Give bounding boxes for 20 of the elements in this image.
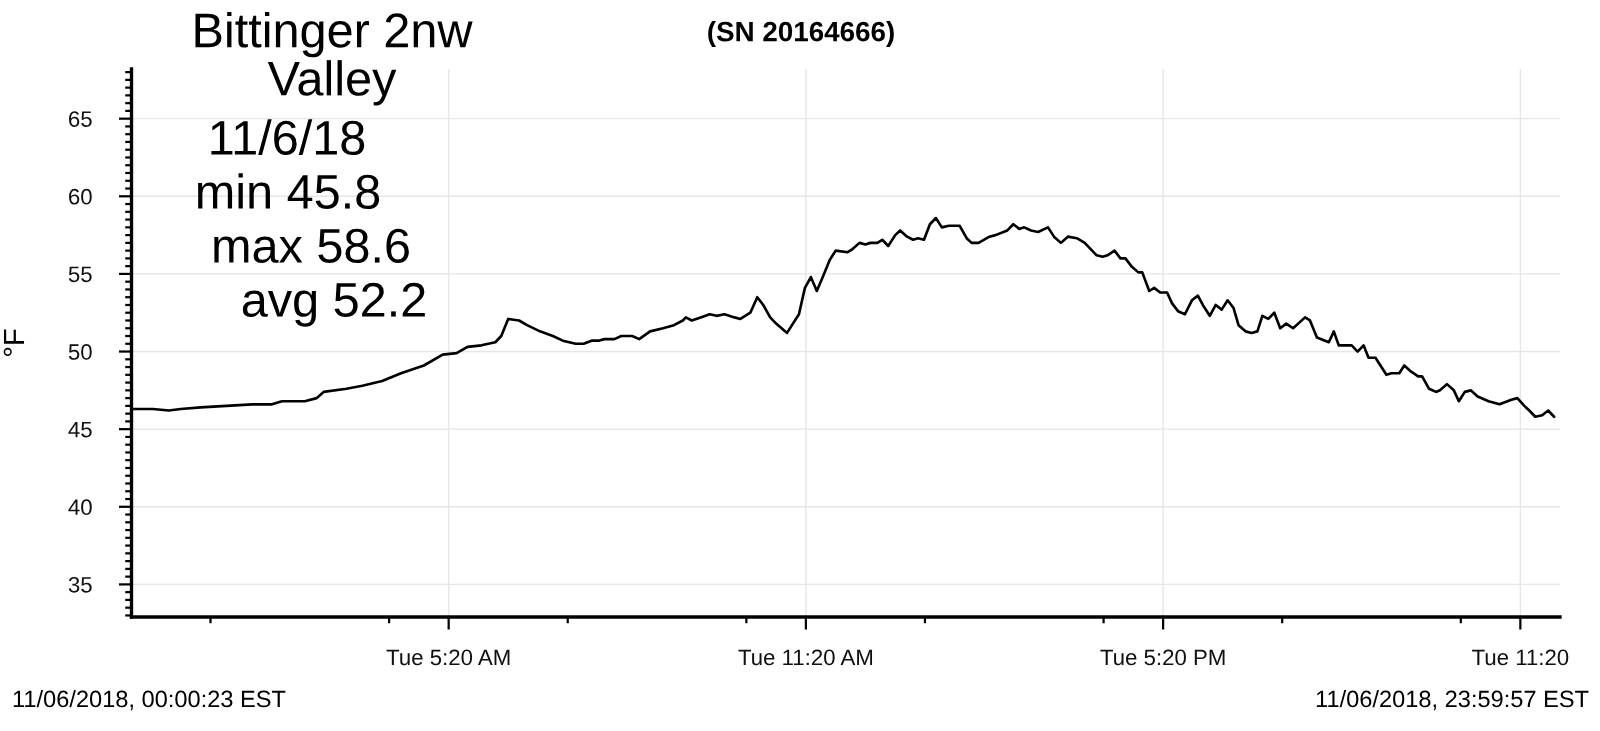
annotation: 11/6/18	[211, 119, 365, 156]
annotation: avg 52.2	[242, 282, 425, 327]
y-tick-label: 55	[68, 266, 92, 283]
x-tick-label: Tue 11:20	[1472, 649, 1569, 666]
y-tick-label: 40	[68, 499, 92, 516]
annotation: min 45.8	[198, 173, 380, 210]
y-tick-label: 35	[68, 576, 92, 593]
x-tick-label: Tue 5:20 PM	[1100, 649, 1225, 666]
chart-subtitle: (SN 20164666)	[708, 21, 894, 47]
y-tick-label: 65	[69, 111, 92, 127]
y-axis-title: °F	[3, 329, 25, 356]
y-tick-label: 50	[68, 344, 92, 360]
y-tick-label: 45	[68, 421, 92, 438]
y-tick-label: 60	[69, 188, 92, 205]
x-tick-label: Tue 11:20 AM	[738, 649, 873, 666]
annotation: max 58.6	[214, 228, 409, 264]
text: 11/06/2018, 00:00:23 EST	[13, 689, 286, 711]
x-tick-label: Tue 5:20 AM	[386, 649, 510, 666]
text: 11/06/2018, 23:59:57 EST	[1316, 689, 1589, 711]
chart-title: Bittinger 2nw Valley	[195, 12, 473, 106]
